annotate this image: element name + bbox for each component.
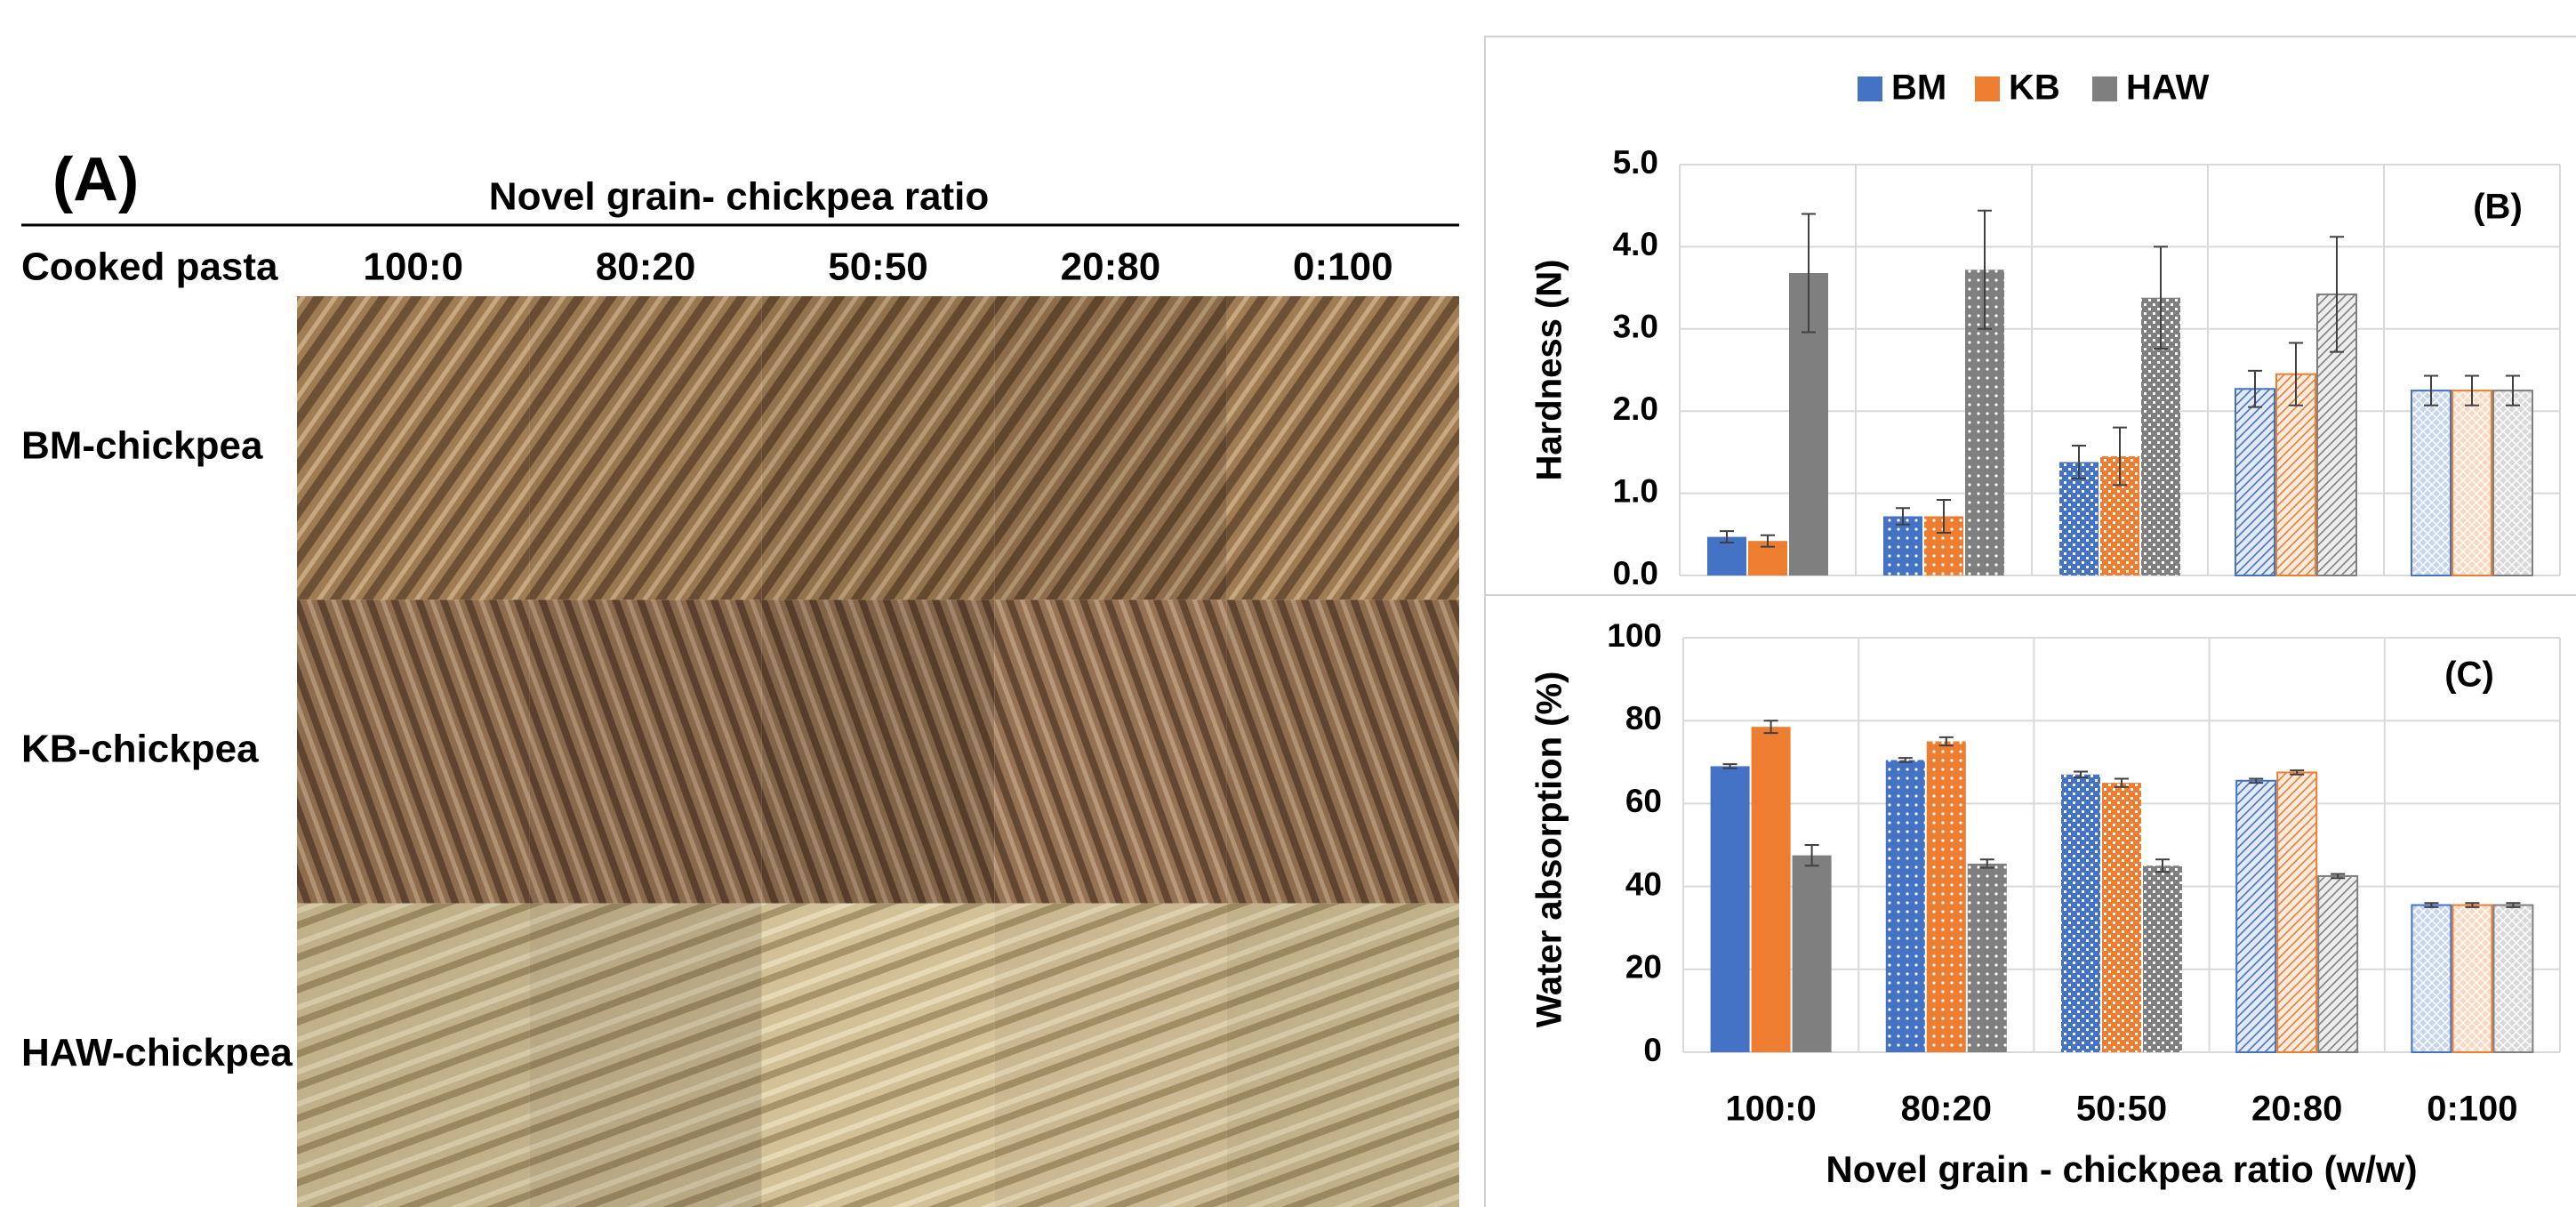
panel-label: (A) xyxy=(52,144,139,213)
legend-label: KB xyxy=(2009,68,2060,108)
bar xyxy=(2411,390,2451,575)
bar xyxy=(2235,389,2275,575)
figure: (A) Novel grain- chickpea ratio Cooked p… xyxy=(0,0,2576,1207)
bar xyxy=(1752,727,1791,1052)
corner-label: Cooked pasta xyxy=(21,245,278,289)
y-tick-label: 20 xyxy=(1625,949,1662,986)
column-label: 50:50 xyxy=(828,245,928,289)
error-bar xyxy=(1723,764,1737,768)
bar xyxy=(2143,865,2182,1052)
y-tick-label: 5.0 xyxy=(1613,144,1658,181)
y-tick-label: 60 xyxy=(1625,783,1662,819)
x-tick-label: 80:20 xyxy=(1901,1090,1992,1129)
y-tick-label: 40 xyxy=(1625,865,1662,902)
photo-shade xyxy=(994,904,1226,1207)
column-label: 0:100 xyxy=(1293,245,1393,289)
bar xyxy=(1886,760,1925,1052)
y-tick-label: 0.0 xyxy=(1613,555,1658,591)
annotation: (B) xyxy=(2473,188,2523,227)
x-axis-label: Novel grain - chickpea ratio (w/w) xyxy=(1826,1148,2417,1190)
error-line xyxy=(1723,764,1737,768)
legend-label: HAW xyxy=(2126,68,2210,108)
legend-swatch xyxy=(2092,76,2117,101)
x-tick-label: 50:50 xyxy=(2076,1090,2167,1129)
column-label: 100:0 xyxy=(363,245,463,289)
bar xyxy=(2452,390,2492,575)
bar xyxy=(2411,905,2451,1052)
bar xyxy=(2061,775,2100,1052)
legend-label: BM xyxy=(1891,68,1946,108)
bar xyxy=(2236,781,2275,1052)
y-tick-label: 1.0 xyxy=(1613,472,1658,509)
bar xyxy=(1711,766,1750,1052)
bar xyxy=(2452,905,2492,1052)
bar xyxy=(1927,742,1966,1053)
photo-shade xyxy=(297,599,529,903)
row-label: KB-chickpea xyxy=(21,728,259,771)
y-tick-label: 100 xyxy=(1607,617,1662,654)
photo-shade xyxy=(529,296,761,599)
bar xyxy=(2102,783,2141,1052)
photo-shade xyxy=(529,599,761,903)
annotation: (C) xyxy=(2444,656,2494,695)
y-tick-label: 2.0 xyxy=(1613,390,1658,427)
photo-shade xyxy=(297,904,529,1207)
y-tick-label: 80 xyxy=(1625,700,1662,736)
column-label: 20:80 xyxy=(1061,245,1161,289)
photo-shade xyxy=(762,296,994,599)
bar xyxy=(1793,856,1832,1052)
photo-shade xyxy=(994,296,1226,599)
panel-title: Novel grain- chickpea ratio xyxy=(489,175,989,219)
bar xyxy=(1968,864,2007,1052)
photo-shade xyxy=(1227,904,1459,1207)
y-tick-label: 4.0 xyxy=(1613,226,1658,262)
y-tick-label: 0 xyxy=(1643,1032,1662,1068)
column-label: 80:20 xyxy=(596,245,696,289)
x-tick-label: 20:80 xyxy=(2251,1090,2342,1129)
bar xyxy=(2493,905,2532,1052)
bar xyxy=(2493,390,2532,575)
photo-grid xyxy=(297,296,1459,1207)
y-axis-label: Hardness (N) xyxy=(1530,260,1569,481)
bar xyxy=(2318,876,2357,1052)
bar xyxy=(2277,772,2316,1052)
row-label: HAW-chickpea xyxy=(21,1031,293,1074)
legend-swatch xyxy=(1975,76,2000,101)
row-label: BM-chickpea xyxy=(21,423,263,467)
y-tick-label: 3.0 xyxy=(1613,309,1658,345)
y-axis-label: Water absorption (%) xyxy=(1530,672,1569,1028)
legend-swatch xyxy=(1858,76,1882,101)
photo-shade xyxy=(529,904,761,1207)
x-tick-label: 0:100 xyxy=(2427,1090,2517,1129)
photo-shade xyxy=(762,599,994,903)
photo-shade xyxy=(1227,599,1459,903)
x-tick-label: 100:0 xyxy=(1725,1090,1816,1129)
